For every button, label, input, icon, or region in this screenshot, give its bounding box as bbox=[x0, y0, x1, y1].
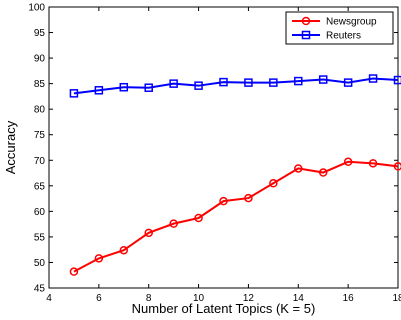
data-point bbox=[94, 86, 104, 95]
y-axis: 45 50 55 60 65 70 75 80 85 90 95 100 bbox=[28, 3, 398, 295]
x-tick-label: 6 bbox=[96, 293, 102, 304]
y-tick-label: 85 bbox=[34, 79, 46, 90]
data-point bbox=[219, 77, 228, 87]
y-axis-title: Accuracy bbox=[3, 120, 18, 174]
series-layer bbox=[69, 74, 401, 276]
data-point bbox=[294, 164, 303, 173]
data-point bbox=[294, 76, 303, 86]
y-tick-label: 45 bbox=[34, 284, 46, 295]
data-point bbox=[269, 179, 278, 188]
x-tick-label: 4 bbox=[46, 293, 52, 304]
data-point bbox=[169, 79, 178, 88]
x-axis: 4 6 8 10 12 14 16 18 bbox=[46, 7, 401, 304]
x-axis-title: Number of Latent Topics (K = 5) bbox=[132, 301, 316, 316]
x-tick-label: 8 bbox=[146, 293, 152, 304]
y-tick-label: 90 bbox=[34, 54, 46, 65]
y-tick-label: 70 bbox=[34, 156, 46, 167]
data-point bbox=[269, 78, 278, 87]
y-tick-label: 100 bbox=[28, 3, 45, 14]
data-point bbox=[169, 219, 178, 228]
data-point bbox=[318, 75, 328, 84]
x-tick-label: 18 bbox=[392, 293, 401, 304]
data-point bbox=[343, 78, 353, 87]
series-newsgroup bbox=[69, 157, 401, 276]
data-point bbox=[244, 78, 253, 87]
y-tick-label: 60 bbox=[34, 207, 46, 218]
series-reuters bbox=[69, 74, 401, 98]
data-point bbox=[119, 245, 129, 255]
data-point bbox=[194, 81, 203, 90]
y-tick-label: 80 bbox=[34, 105, 46, 116]
legend: Newsgroup Reuters bbox=[285, 11, 394, 45]
data-point bbox=[69, 267, 79, 276]
legend-marker bbox=[301, 30, 311, 40]
y-tick-label: 95 bbox=[34, 28, 46, 39]
data-point bbox=[194, 213, 203, 223]
y-tick-label: 50 bbox=[34, 258, 46, 269]
data-point bbox=[144, 228, 153, 238]
x-tick-label: 12 bbox=[243, 293, 255, 304]
data-point bbox=[368, 74, 378, 83]
data-point bbox=[393, 162, 401, 171]
data-point bbox=[119, 82, 129, 92]
data-point bbox=[343, 157, 353, 167]
data-point bbox=[368, 159, 378, 168]
y-tick-label: 55 bbox=[34, 232, 46, 243]
legend-label: Reuters bbox=[326, 31, 361, 42]
data-point bbox=[94, 254, 104, 263]
y-tick-label: 65 bbox=[34, 181, 46, 192]
x-tick-label: 16 bbox=[343, 293, 355, 304]
x-tick-label: 14 bbox=[293, 293, 305, 304]
plot-area bbox=[48, 6, 399, 289]
y-tick-label: 75 bbox=[34, 130, 46, 141]
data-point bbox=[69, 89, 79, 98]
data-point bbox=[219, 196, 228, 206]
data-point bbox=[244, 193, 253, 203]
series-line bbox=[73, 160, 399, 273]
data-point bbox=[393, 75, 401, 85]
legend-label: Newsgroup bbox=[326, 17, 377, 28]
x-tick-label: 10 bbox=[193, 293, 205, 304]
data-point bbox=[318, 168, 328, 177]
legend-marker bbox=[301, 16, 311, 26]
data-point bbox=[144, 83, 153, 92]
